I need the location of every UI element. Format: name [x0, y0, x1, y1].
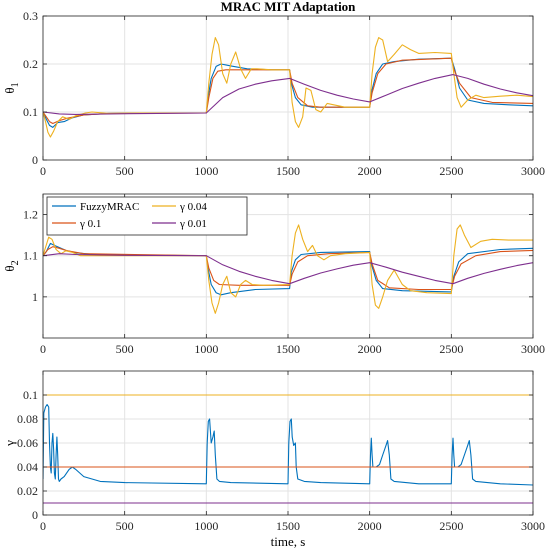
x-tick-label: 0	[40, 519, 46, 533]
y-tick-label: 0.02	[17, 484, 38, 498]
y-axis-label: γ	[2, 440, 17, 447]
chart-panel-3: 0 500 1000 1500 2000 2500 3000 0 0.02 0.04 0.06 0.0…	[2, 370, 545, 549]
legend-label: γ 0.1	[79, 218, 101, 230]
x-axis-label: time, s	[271, 534, 306, 549]
y-axis-label-subscript: 1	[10, 82, 21, 87]
x-tick-label: 0	[40, 342, 46, 356]
x-tick-label: 2000	[358, 342, 382, 356]
x-tick-label: 2000	[358, 164, 382, 178]
x-tick-label: 2500	[439, 164, 463, 178]
x-tick-label: 2500	[439, 519, 463, 533]
y-axis-label-main: θ	[2, 265, 17, 271]
y-tick-label: 0.08	[17, 412, 38, 426]
x-tick-label: 1500	[276, 519, 300, 533]
y-tick-label: 0.06	[17, 436, 38, 450]
series-line-4	[43, 74, 533, 115]
y-tick-label: 0.3	[23, 9, 38, 23]
x-tick-label: 500	[116, 342, 134, 356]
legend-label: γ 0.04	[179, 201, 207, 213]
y-tick-label: 1.2	[23, 208, 38, 222]
x-tick-label: 2500	[439, 342, 463, 356]
y-tick-label: 0	[32, 508, 38, 522]
y-tick-label: 0.1	[23, 388, 38, 402]
y-tick-label: 0	[32, 153, 38, 167]
legend-label: FuzzyMRAC	[80, 201, 139, 213]
x-tick-label: 500	[116, 519, 134, 533]
x-tick-label: 1500	[276, 164, 300, 178]
x-tick-label: 3000	[521, 519, 545, 533]
y-tick-label: 0.04	[17, 460, 38, 474]
y-axis-label-main: γ	[2, 440, 17, 447]
series-line-4	[43, 253, 533, 285]
series-line-3	[43, 37, 533, 138]
y-axis-label: θ1	[2, 82, 21, 93]
legend-box	[46, 196, 248, 236]
x-tick-label: 3000	[521, 342, 545, 356]
x-tick-label: 0	[40, 164, 46, 178]
chart-panel-2: 0 500 1000 1500 2000 2500 3000 1 1.1 1.2 θ2 FuzzyMR…	[2, 193, 545, 356]
chart-title: MRAC MIT Adaptation	[221, 0, 357, 14]
y-tick-label: 1.1	[23, 249, 38, 263]
x-tick-label: 3000	[521, 164, 545, 178]
series-line-1	[43, 404, 533, 486]
series-line-3	[43, 224, 533, 314]
y-axis-label: θ2	[2, 260, 21, 271]
y-axis-label-main: θ	[2, 87, 17, 93]
x-tick-label: 1000	[194, 519, 218, 533]
x-tick-label: 2000	[358, 519, 382, 533]
x-tick-label: 1500	[276, 342, 300, 356]
x-tick-label: 1000	[194, 342, 218, 356]
y-tick-label: 0.1	[23, 105, 38, 119]
y-axis-label-subscript: 2	[10, 260, 21, 265]
legend-label: γ 0.01	[179, 218, 207, 230]
x-tick-label: 1000	[194, 164, 218, 178]
chart-panel-1: 0 500 1000 1500 2000 2500 3000 0 0.1 0.2 0.3 MRAC M…	[2, 0, 545, 178]
x-tick-label: 500	[116, 164, 134, 178]
y-tick-label: 0.2	[23, 57, 38, 71]
legend: FuzzyMRAC γ 0.04 γ 0.1 γ 0.01	[46, 196, 248, 236]
y-tick-label: 1	[32, 290, 38, 304]
series-line-2	[43, 246, 533, 291]
